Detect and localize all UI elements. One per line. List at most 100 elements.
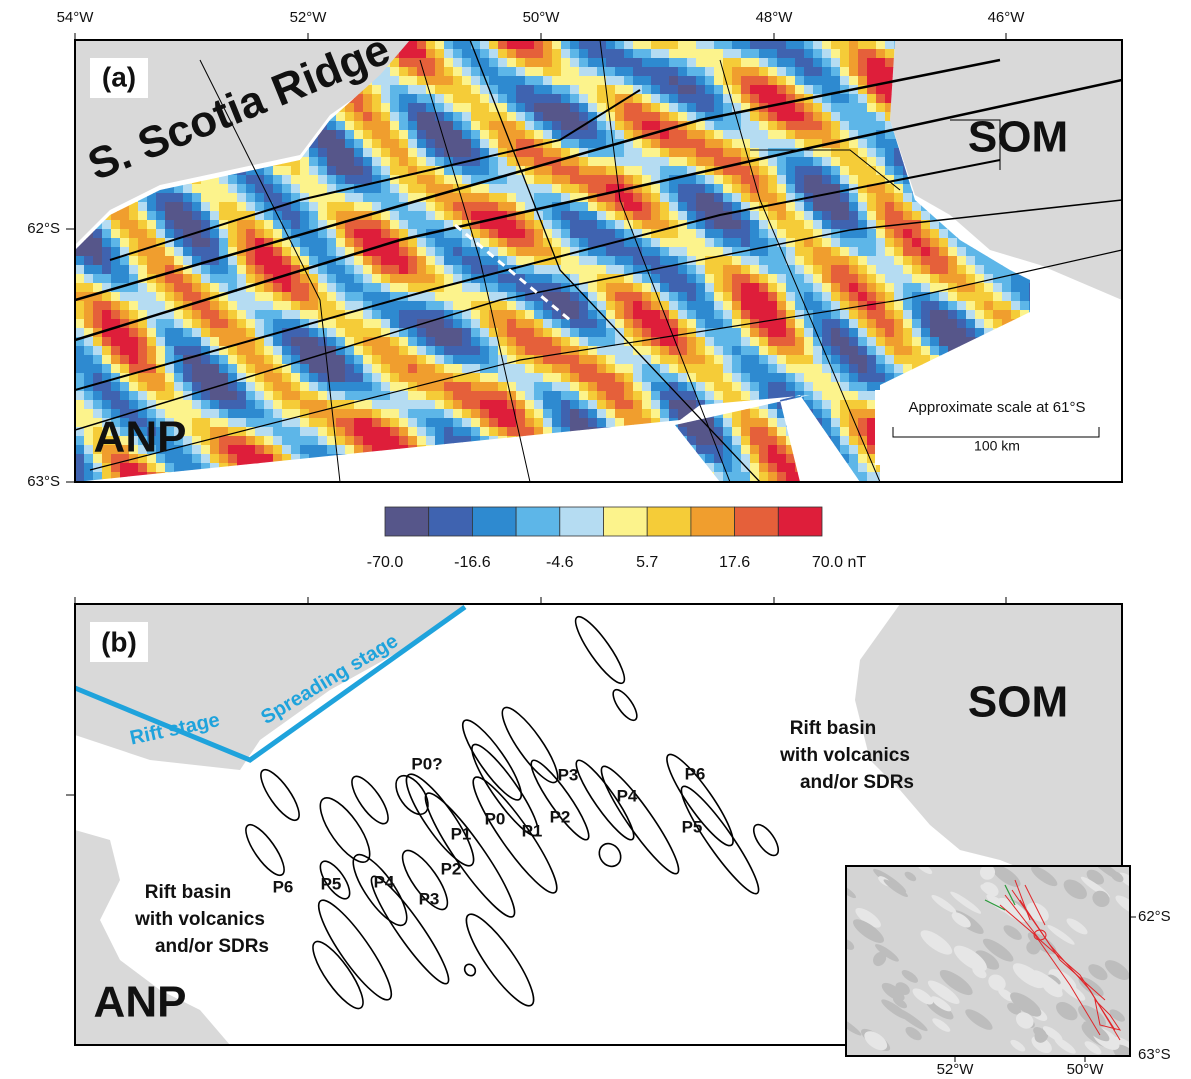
anomaly-cell	[327, 238, 337, 248]
anomaly-cell	[84, 238, 94, 248]
anomaly-cell	[525, 103, 535, 113]
anomaly-cell	[273, 454, 283, 464]
anomaly-cell	[219, 292, 229, 302]
anomaly-cell	[948, 319, 958, 329]
anomaly-cell	[768, 292, 778, 302]
anomaly-cell	[849, 238, 859, 248]
anomaly-cell	[408, 130, 418, 140]
anomaly-cell	[615, 391, 625, 401]
anomaly-cell	[948, 238, 958, 248]
anomaly-cell	[840, 427, 850, 437]
anomaly-cell	[228, 292, 238, 302]
anomaly-cell	[336, 121, 346, 131]
anomaly-cell	[390, 103, 400, 113]
anomaly-cell	[615, 67, 625, 77]
anomaly-cell	[120, 256, 130, 266]
anomaly-cell	[399, 373, 409, 383]
anomaly-cell	[552, 265, 562, 275]
anomaly-cell	[633, 355, 643, 365]
anomaly-cell	[201, 220, 211, 230]
anomaly-cell	[435, 67, 445, 77]
anomaly-cell	[660, 193, 670, 203]
anomaly-cell	[93, 292, 103, 302]
anomaly-cell	[741, 274, 751, 284]
anomaly-cell	[210, 175, 220, 185]
anomaly-cell	[111, 409, 121, 419]
anomaly-cell	[255, 283, 265, 293]
anomaly-cell	[813, 328, 823, 338]
anomaly-cell	[120, 337, 130, 347]
anomaly-cell	[534, 148, 544, 158]
anomaly-cell	[471, 364, 481, 374]
anomaly-cell	[552, 184, 562, 194]
anomaly-cell	[561, 166, 571, 176]
anomaly-cell	[741, 67, 751, 77]
anomaly-cell	[777, 328, 787, 338]
anomaly-cell	[831, 256, 841, 266]
anomaly-cell	[489, 319, 499, 329]
anomaly-cell	[858, 175, 868, 185]
anomaly-cell	[354, 193, 364, 203]
anomaly-cell	[480, 184, 490, 194]
anomaly-cell	[597, 283, 607, 293]
anomaly-cell	[777, 184, 787, 194]
anomaly-cell	[732, 427, 742, 437]
anomaly-cell	[453, 355, 463, 365]
anomaly-cell	[408, 157, 418, 167]
anomaly-cell	[75, 373, 85, 383]
anomaly-cell	[399, 247, 409, 257]
anomaly-cell	[696, 76, 706, 86]
anomaly-cell	[903, 220, 913, 230]
anomaly-cell	[876, 112, 886, 122]
anomaly-cell	[354, 103, 364, 113]
anomaly-cell	[201, 328, 211, 338]
anomaly-cell	[444, 184, 454, 194]
anomaly-cell	[498, 301, 508, 311]
anomaly-cell	[813, 49, 823, 59]
anomaly-cell	[579, 319, 589, 329]
anomaly-cell	[624, 265, 634, 275]
anomaly-cell	[237, 238, 247, 248]
anomaly-cell	[651, 40, 661, 50]
anomaly-cell	[714, 85, 724, 95]
anomaly-cell	[264, 337, 274, 347]
anomaly-cell	[768, 103, 778, 113]
anomaly-cell	[786, 76, 796, 86]
anomaly-cell	[849, 319, 859, 329]
anomaly-cell	[849, 436, 859, 446]
anomaly-cell	[678, 40, 688, 50]
anomaly-cell	[327, 139, 337, 149]
anomaly-cell	[939, 337, 949, 347]
anomaly-cell	[327, 337, 337, 347]
anomaly-cell	[192, 265, 202, 275]
anomaly-cell	[930, 310, 940, 320]
anomaly-cell	[543, 355, 553, 365]
anomaly-cell	[804, 184, 814, 194]
anomaly-cell	[363, 157, 373, 167]
anomaly-cell	[543, 67, 553, 77]
anomaly-cell	[660, 382, 670, 392]
anomaly-cell	[678, 85, 688, 95]
anomaly-cell	[390, 319, 400, 329]
anomaly-cell	[921, 211, 931, 221]
anomaly-cell	[759, 220, 769, 230]
anomaly-cell	[606, 418, 616, 428]
anomaly-cell	[516, 220, 526, 230]
anomaly-cell	[696, 103, 706, 113]
anomaly-cell	[732, 373, 742, 383]
anomaly-cell	[885, 193, 895, 203]
anomaly-cell	[642, 166, 652, 176]
anomaly-cell	[534, 373, 544, 383]
anomaly-cell	[858, 283, 868, 293]
anomaly-cell	[390, 355, 400, 365]
anomaly-cell	[201, 454, 211, 464]
anomaly-cell	[408, 94, 418, 104]
anomaly-cell	[624, 85, 634, 95]
anomaly-cell	[444, 76, 454, 86]
anomaly-cell	[426, 58, 436, 68]
anomaly-cell	[426, 346, 436, 356]
anomaly-cell	[606, 274, 616, 284]
anomaly-cell	[309, 364, 319, 374]
anomaly-cell	[174, 193, 184, 203]
anomaly-cell	[435, 346, 445, 356]
